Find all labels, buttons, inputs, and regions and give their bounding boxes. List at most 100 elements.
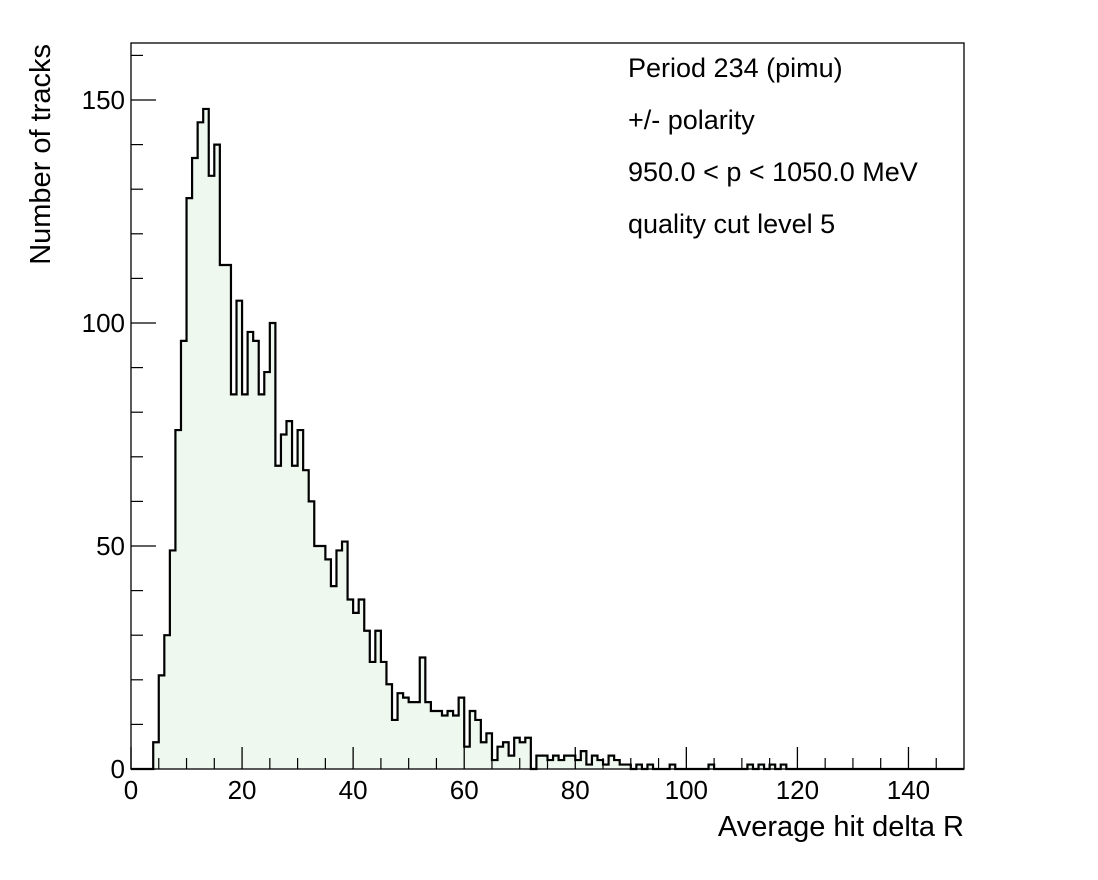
- histogram-bin: [380, 661, 387, 769]
- x-tick-label: 40: [339, 775, 368, 805]
- histogram-bin: [375, 630, 381, 769]
- histogram-bin: [769, 764, 776, 769]
- histogram-bin: [503, 742, 509, 769]
- histogram-bin: [342, 541, 348, 769]
- x-tick-label: 140: [887, 775, 930, 805]
- histogram-bin: [558, 760, 565, 769]
- histogram-bin: [708, 764, 715, 769]
- histogram-bin: [158, 675, 165, 769]
- annotation-period: Period 234 (pimu): [628, 53, 843, 83]
- histogram-bin: [608, 755, 615, 769]
- histogram-bin: [508, 755, 515, 769]
- y-tick-label: 150: [82, 85, 125, 115]
- histogram-bin: [447, 711, 454, 769]
- y-tick-label: 0: [111, 754, 125, 784]
- histogram-bin: [386, 684, 393, 769]
- histogram-bin: [514, 737, 520, 769]
- histogram-bin: [203, 108, 209, 770]
- histogram-bin: [292, 465, 298, 769]
- histogram-bin: [614, 760, 620, 769]
- histogram-bin: [347, 599, 354, 769]
- x-tick-label: 100: [665, 775, 708, 805]
- histogram-bin: [164, 635, 170, 769]
- histogram-bin: [169, 550, 176, 769]
- histogram-bin: [591, 755, 598, 769]
- histogram-bin: [253, 340, 259, 769]
- histogram-bin: [214, 144, 220, 770]
- histogram-bin: [392, 719, 398, 769]
- histogram-bin: [780, 764, 787, 769]
- histogram-bin: [180, 340, 187, 769]
- histogram-bin: [236, 300, 243, 769]
- histogram-bin: [397, 693, 404, 769]
- x-tick-label: 120: [776, 775, 819, 805]
- histogram-bin: [603, 764, 609, 769]
- histogram-bin: [280, 434, 287, 769]
- y-axis-title: Number of tracks: [25, 44, 57, 265]
- x-tick-label: 20: [228, 775, 257, 805]
- histogram-bin: [669, 764, 676, 769]
- histogram-bin: [364, 630, 370, 769]
- histogram-bin: [430, 711, 437, 769]
- histogram-bin: [480, 742, 487, 769]
- histogram-bin: [580, 751, 587, 769]
- histogram-bin: [330, 586, 337, 769]
- histogram-bin: [436, 711, 442, 769]
- histogram-bin: [208, 175, 215, 769]
- histogram-bin: [497, 746, 504, 769]
- histogram-bin: [564, 755, 570, 769]
- histogram-bin: [242, 394, 248, 769]
- histogram-bin: [747, 764, 753, 769]
- histogram-bin: [619, 764, 626, 769]
- histogram-bin: [647, 764, 654, 769]
- x-tick-label: 0: [124, 775, 138, 805]
- histogram-bin: [303, 470, 309, 769]
- histogram-bin: [314, 546, 320, 769]
- histogram-bin: [408, 702, 415, 769]
- histogram-bin: [541, 755, 548, 769]
- histogram-bin: [258, 394, 265, 769]
- histogram-bin: [336, 550, 343, 769]
- histogram-bin: [414, 702, 420, 769]
- histogram-bin: [536, 755, 542, 769]
- histogram-bin: [297, 430, 304, 769]
- histogram-bin: [175, 430, 181, 769]
- y-tick-label: 100: [82, 308, 125, 338]
- histogram-bin: [486, 733, 492, 769]
- histogram-bin: [230, 394, 237, 769]
- histogram-bin: [325, 559, 331, 769]
- histogram-bin: [525, 737, 531, 769]
- annotation-quality-cut: quality cut level 5: [628, 209, 835, 239]
- histogram-bin: [547, 760, 554, 769]
- histogram-bin: [358, 599, 365, 769]
- histogram-bin: [269, 323, 276, 769]
- histogram-bin: [247, 331, 254, 769]
- histogram-bin: [569, 755, 576, 769]
- histogram-bin: [636, 764, 642, 769]
- histogram-bin: [491, 760, 498, 769]
- histogram-bin: [575, 760, 581, 769]
- histogram-bin: [597, 760, 604, 769]
- histogram-bin: [319, 546, 326, 769]
- histogram-bin: [453, 715, 459, 769]
- x-tick-label: 80: [561, 775, 590, 805]
- histogram-bin: [625, 764, 631, 769]
- histogram-bin: [219, 265, 226, 769]
- histogram-bin: [225, 265, 231, 769]
- histogram-bin: [192, 157, 198, 770]
- histogram-bin: [353, 612, 359, 769]
- histogram-bin: [308, 501, 315, 769]
- histogram-bin: [475, 719, 481, 769]
- annotation-momentum-range: 950.0 < p < 1050.0 MeV: [628, 157, 918, 187]
- histogram-bin: [153, 742, 159, 769]
- histogram-bin: [464, 746, 470, 769]
- histogram-bin: [186, 198, 193, 769]
- histogram-bin: [403, 697, 409, 769]
- histogram-bin: [425, 702, 431, 769]
- histogram-bin: [519, 742, 526, 769]
- histogram-bin: [275, 465, 281, 769]
- histogram-bin: [286, 421, 293, 769]
- histogram-bin: [458, 697, 465, 769]
